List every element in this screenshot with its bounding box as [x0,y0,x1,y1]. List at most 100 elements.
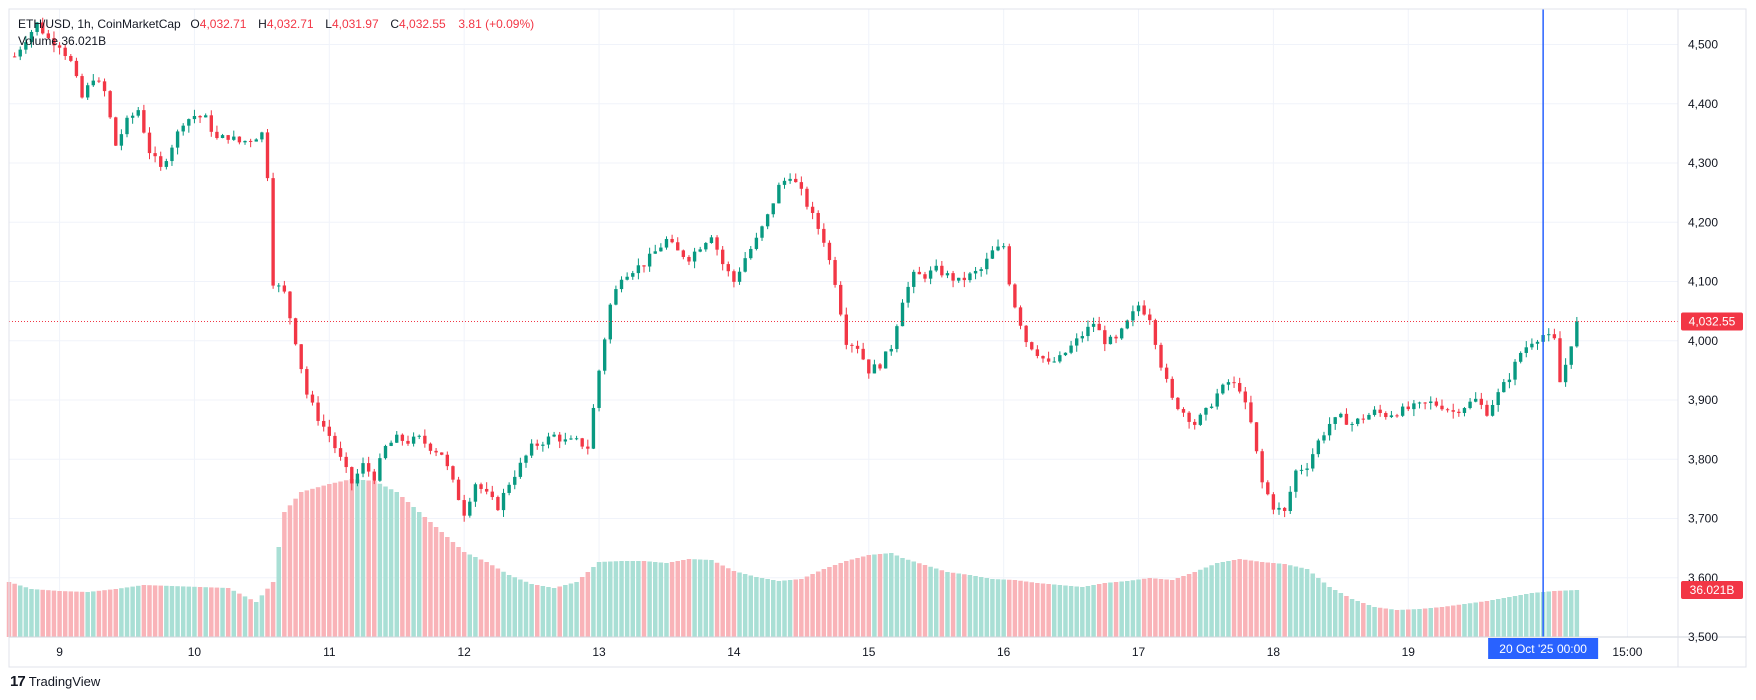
candle-body [468,501,472,516]
volume-bar [51,590,57,637]
candle-body [501,492,506,511]
volume-bar [995,579,1001,637]
volume-bar [495,568,501,637]
volume-bar [96,590,102,637]
candle-body [1406,406,1410,410]
volume-bar [1254,561,1259,637]
brand-name: TradingView [28,674,101,689]
volume-bar [844,561,849,637]
volume-bar [270,582,276,637]
volume-bar [669,562,675,637]
candle-body [1058,355,1062,362]
candle-body [1440,405,1444,410]
candle-body [1316,440,1321,455]
volume-bar [877,554,883,637]
volume-bar [568,583,574,637]
volume-bar [1568,590,1574,637]
candle-body [1243,391,1247,403]
axis-badges: 4,032.55 36.021B 20 Oct '25 00:00 [1488,312,1743,659]
volume-bar [821,569,827,637]
candle-body [546,436,551,445]
candle-body [220,135,225,139]
candle-body [57,45,62,48]
volume-bar [1029,582,1035,637]
candle-body [383,445,388,459]
volume-bar [720,565,725,637]
candle-body [1434,401,1439,406]
candle-body [782,180,787,185]
volume-bar [12,583,17,637]
volume-bar [658,562,664,637]
price-tick-label: 3,900 [1688,393,1718,407]
volume-bar [1535,592,1540,637]
candle-body [1400,406,1405,416]
volume-bar [1147,578,1153,637]
volume-bar [74,591,79,637]
symbol-title[interactable]: ETH/USD, 1h, CoinMarketCap [18,17,181,31]
volume-bar [832,565,838,637]
volume-bar [636,561,641,637]
volume-bar [1512,596,1518,637]
volume-bar [40,589,45,637]
candle-body [456,479,461,501]
volume-bar [787,580,793,637]
candle-body [529,443,534,456]
volume-bar [697,559,703,637]
candle-body [1384,412,1388,418]
volume-bar [152,585,158,637]
volume-bar [1001,579,1006,637]
volume-bar [776,581,782,637]
candle-body [670,238,674,243]
last-volume-badge [1681,581,1743,599]
time-axis[interactable]: 9 10 11 12 13 14 15 16 17 18 19 15:00 [56,645,1643,659]
volume-bar [1209,565,1214,637]
volume-bar [484,562,489,637]
volume-bar [883,553,888,637]
candle-body [142,110,146,133]
volume-bar [1158,579,1164,637]
volume-label[interactable]: Volume [18,34,59,48]
volume-bar [619,561,624,637]
candle-body [1339,413,1343,418]
volume-bar [630,561,636,637]
candle-body [46,33,51,39]
volume-bar [563,585,568,637]
volume-bar [546,587,551,637]
volume-bar [113,589,119,637]
volume-bar [815,571,821,637]
volume-bar [1310,573,1315,637]
candle-body [1159,344,1163,368]
volume-bar [933,568,939,637]
crosshair-time-label: 20 Oct '25 00:00 [1499,642,1587,656]
candle-body [74,60,79,77]
candle-body [1001,246,1006,248]
time-tick-label: 13 [592,645,606,659]
volume-bar [1057,585,1063,637]
volume-bar [557,586,562,637]
volume-bar [1068,586,1074,637]
candle-body [1457,411,1461,413]
tradingview-brand[interactable]: 17 TradingView [10,673,100,690]
volume-bar [523,581,529,637]
price-axis[interactable]: 3,5003,6003,7003,8003,9004,0004,1004,200… [1688,38,1718,644]
candle-body [1502,382,1506,393]
candle-body [1030,342,1034,350]
volume-bar [1130,580,1136,637]
candle-body [226,135,230,140]
candle-body [91,80,95,86]
candle-body [440,452,444,455]
volume-bar [46,590,51,637]
candle-body [979,269,983,271]
candle-body [850,344,854,346]
change-value: 3.81 (+0.09%) [458,17,535,31]
candle-body [1378,409,1382,413]
last-price-badge [1681,312,1743,331]
candle-body [1131,311,1135,321]
candle-body [664,238,669,248]
candle-body [569,438,573,440]
candle-body [1136,305,1141,312]
volume-bar [445,537,450,637]
volume-bar [512,577,518,637]
candle-body [1412,403,1416,410]
